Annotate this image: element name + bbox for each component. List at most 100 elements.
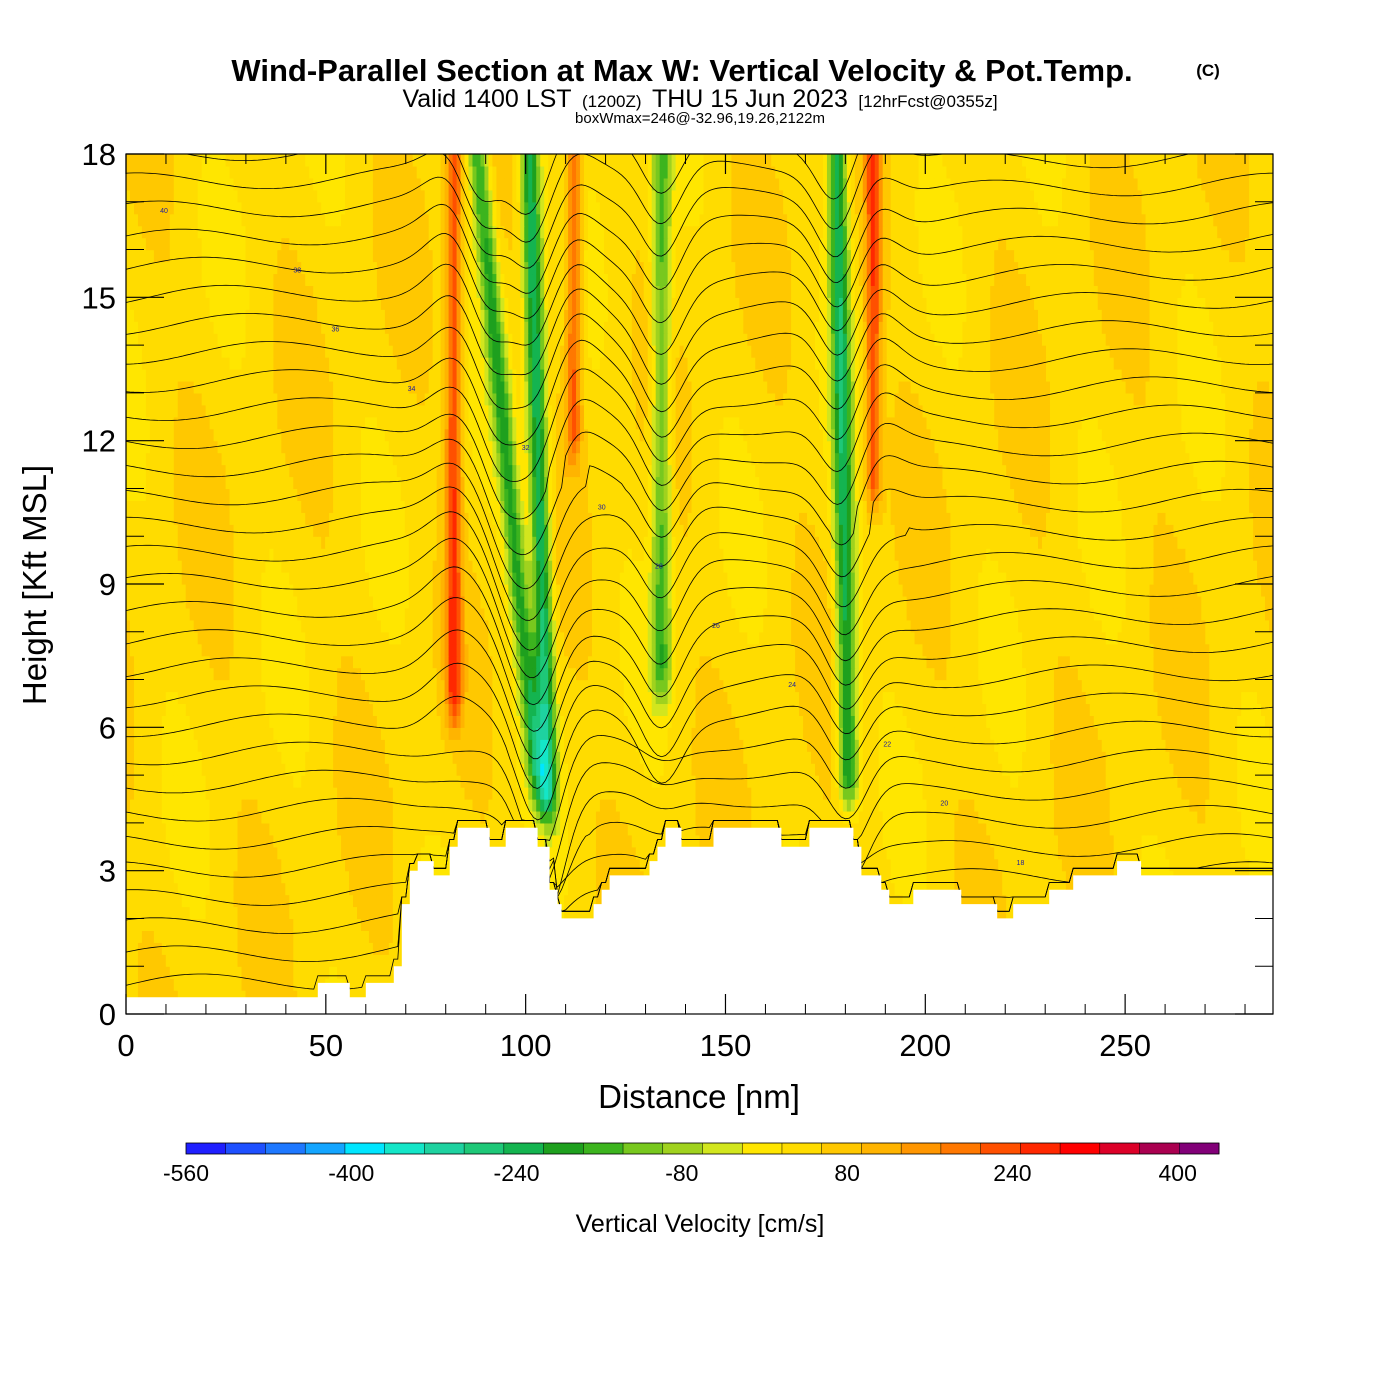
velocity-cell (305, 966, 310, 979)
velocity-cell (942, 834, 948, 848)
velocity-cell (364, 822, 370, 836)
velocity-cell (950, 858, 955, 872)
velocity-cell (886, 810, 892, 824)
velocity-cell (1213, 834, 1218, 848)
velocity-cell (329, 942, 334, 955)
velocity-cell (576, 906, 581, 920)
velocity-cell (305, 918, 310, 931)
velocity-cell (396, 846, 402, 860)
velocity-cell (687, 822, 693, 836)
velocity-cell (974, 870, 979, 884)
velocity-cell (209, 894, 215, 908)
velocity-cell (229, 858, 235, 872)
velocity-cell (1153, 858, 1159, 872)
velocity-cell (181, 966, 187, 979)
velocity-cell (189, 990, 195, 1003)
velocity-cell (380, 834, 386, 848)
velocity-cell (193, 894, 199, 908)
velocity-cell (372, 966, 378, 979)
velocity-cell (368, 834, 374, 848)
velocity-cell (966, 882, 971, 896)
velocity-cell (1209, 834, 1214, 848)
velocity-cell (241, 918, 247, 931)
velocity-cell (1113, 834, 1119, 848)
velocity-cell (1205, 822, 1210, 836)
velocity-cell (281, 990, 286, 1003)
velocity-cell (213, 882, 219, 896)
velocity-cell (376, 930, 382, 943)
velocity-cell (177, 966, 183, 979)
velocity-cell (1109, 810, 1115, 824)
velocity-cell (1018, 834, 1023, 848)
velocity-cell (890, 834, 896, 848)
velocity-cell (400, 822, 406, 836)
velocity-cell (129, 846, 135, 860)
velocity-cell (552, 882, 557, 896)
velocity-cell (293, 978, 298, 991)
velocity-cell (161, 822, 167, 836)
velocity-cell (245, 918, 251, 931)
velocity-cell (229, 834, 235, 848)
velocity-cell (265, 799, 270, 812)
velocity-cell (906, 858, 912, 872)
velocity-cell (1089, 846, 1095, 860)
velocity-cell (1018, 870, 1023, 884)
velocity-cell (353, 822, 358, 836)
velocity-cell (735, 810, 740, 824)
velocity-cell (1065, 882, 1071, 896)
velocity-cell (926, 858, 932, 872)
velocity-cell (317, 942, 322, 955)
velocity-cell (185, 990, 191, 1003)
velocity-cell (978, 870, 983, 884)
velocity-cell (301, 930, 306, 943)
velocity-cell (289, 822, 294, 836)
velocity-cell (599, 858, 605, 872)
velocity-cell (213, 870, 219, 884)
velocity-cell (1109, 846, 1115, 860)
velocity-cell (205, 882, 211, 896)
velocity-cell (1014, 810, 1019, 824)
velocity-cell (225, 882, 231, 896)
velocity-cell (1002, 846, 1007, 860)
velocity-cell (671, 810, 677, 824)
velocity-cell (587, 822, 593, 836)
velocity-cell (1253, 834, 1258, 848)
velocity-cell (213, 822, 219, 836)
velocity-cell (193, 954, 199, 967)
velocity-cell (803, 810, 808, 824)
velocity-cell (1261, 846, 1266, 860)
velocity-cell (285, 810, 290, 824)
velocity-cell (277, 990, 282, 1003)
velocity-cell (356, 990, 362, 1003)
velocity-cell (169, 799, 175, 812)
velocity-cell (273, 810, 278, 824)
velocity-cell (580, 810, 585, 824)
velocity-cell (145, 810, 151, 824)
velocity-cell (1117, 822, 1123, 836)
velocity-cell (1061, 870, 1067, 884)
velocity-cell (253, 930, 259, 943)
velocity-cell (177, 810, 183, 824)
velocity-cell (241, 906, 247, 920)
velocity-cell (958, 810, 963, 824)
velocity-cell (1034, 810, 1039, 824)
velocity-cell (277, 918, 282, 931)
velocity-cell (141, 858, 147, 872)
velocity-cell (345, 810, 350, 824)
velocity-cell (297, 846, 302, 860)
velocity-cell (974, 882, 979, 896)
velocity-cell (524, 810, 529, 824)
velocity-cell (241, 810, 247, 824)
velocity-cell (974, 846, 979, 860)
velocity-cell (846, 810, 852, 824)
velocity-cell (273, 918, 278, 931)
velocity-cell (1105, 822, 1111, 836)
velocity-cell (1069, 810, 1075, 824)
velocity-cell (643, 846, 649, 860)
velocity-cell (281, 906, 286, 920)
velocity-cell (934, 846, 940, 860)
velocity-cell (942, 810, 948, 824)
velocity-cell (233, 882, 239, 896)
velocity-cell (181, 870, 187, 884)
velocity-cell (412, 846, 418, 860)
